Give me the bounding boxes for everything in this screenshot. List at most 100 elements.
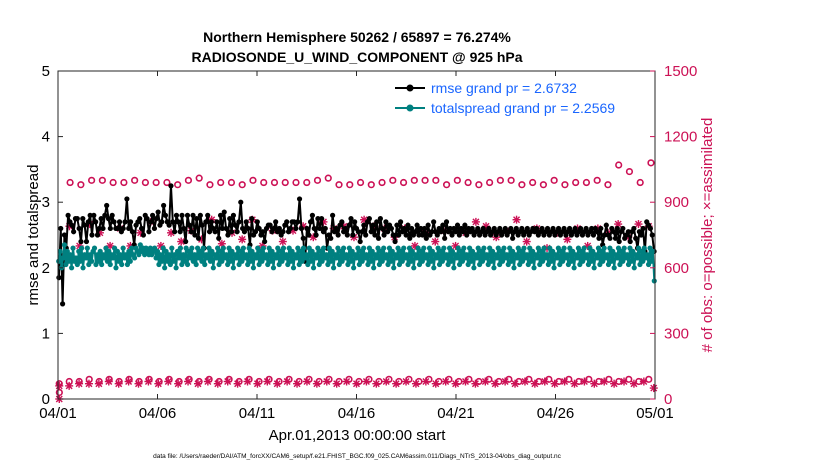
obs-assimilated-point [431, 379, 440, 388]
series-point-totalspread [404, 252, 410, 258]
series-point-rmse [120, 225, 126, 232]
series-point-rmse [140, 232, 147, 238]
series-point-rmse [409, 225, 415, 232]
y-tick-label-right: 1200 [664, 129, 697, 146]
series-point-rmse [254, 219, 260, 225]
series-point-totalspread [428, 258, 434, 264]
y-tick-label-right: 1500 [664, 63, 697, 80]
series-point-rmse [508, 225, 514, 232]
series-point-rmse [598, 225, 604, 232]
x-tick-label: 04/11 [239, 405, 275, 422]
series-point-rmse [614, 225, 620, 232]
series-point-rmse [199, 222, 205, 228]
series-point-rmse [491, 225, 497, 232]
series-point-rmse [137, 216, 143, 222]
series-point-totalspread [508, 258, 514, 264]
series-point-rmse [105, 216, 112, 222]
obs-assimilated-point [134, 379, 143, 388]
series-point-rmse [225, 232, 231, 238]
series-point-rmse [322, 225, 328, 232]
series-point-rmse [638, 232, 644, 238]
series-point-totalspread [644, 252, 650, 258]
series-point-rmse [309, 212, 316, 218]
series-point-rmse [151, 225, 158, 232]
series-point-rmse [363, 232, 369, 238]
series-point-totalspread [308, 258, 314, 264]
series-point-rmse [298, 225, 304, 232]
obs-possible-point [66, 178, 74, 187]
series-point-rmse [238, 199, 244, 205]
series-point-rmse [578, 225, 584, 232]
series-point-rmse [78, 238, 84, 245]
series-point-rmse [162, 212, 169, 218]
legend-rmse-label: rmse grand pr = 2.6732 [431, 80, 577, 96]
series-point-rmse [93, 219, 99, 225]
obs-assimilated-point [114, 379, 123, 388]
obs-possible-point [486, 178, 494, 187]
series-point-rmse [284, 219, 290, 225]
series-point-totalspread [381, 245, 387, 251]
series-point-rmse [172, 229, 178, 235]
series-point-rmse [420, 232, 426, 238]
series-point-totalspread [624, 252, 630, 258]
y-tick-label-right: 0 [664, 391, 672, 408]
series-point-rmse [138, 225, 145, 232]
series-point-totalspread [60, 255, 66, 261]
series-point-rmse [262, 238, 268, 245]
series-point-totalspread [471, 265, 477, 271]
series-point-rmse [434, 232, 440, 238]
series-point-totalspread [431, 265, 437, 271]
series-point-totalspread [230, 265, 236, 271]
obs-assimilated-point [372, 379, 381, 388]
obs-assimilated-point [421, 377, 430, 386]
series-point-totalspread [91, 245, 98, 251]
series-point-totalspread [207, 258, 214, 264]
series-point-totalspread [641, 245, 647, 251]
y-tick-label-left: 3 [42, 194, 50, 211]
obs-possible-point [217, 178, 225, 187]
series-point-totalspread [70, 245, 76, 251]
series-point-totalspread [611, 265, 617, 271]
series-point-rmse [214, 219, 220, 225]
y-tick-label-right: 900 [664, 194, 689, 211]
series-point-rmse [335, 232, 341, 238]
series-point-totalspread [233, 255, 239, 261]
obs-assimilated-point [620, 377, 629, 386]
axes-layer: 04/01 04/06 04/11 04/16 04/21 04/26 05/0101234… [39, 63, 697, 422]
series-point-totalspread [260, 245, 267, 251]
series-point-rmse [649, 232, 655, 238]
footer-data-file: data file: /Users/raeder/DAI/ATM_forcXX/… [153, 453, 562, 460]
series-point-rmse [418, 225, 424, 232]
series-point-totalspread [561, 245, 567, 251]
series-point-rmse [454, 222, 461, 228]
series-point-totalspread [247, 258, 254, 264]
series-point-totalspread [176, 255, 182, 261]
x-axis-label: Apr.01,2013 00:00:00 start [269, 427, 447, 444]
series-point-rmse [280, 229, 286, 235]
obs-assimilated-point [441, 377, 450, 386]
series-point-totalspread [601, 245, 607, 251]
obs-assimilated-point [283, 377, 292, 386]
obs-assimilated-point [481, 377, 490, 386]
series-point-rmse [443, 219, 450, 225]
obs-assimilated-point [530, 379, 539, 388]
series-point-totalspread [283, 252, 289, 258]
series-point-rmse [129, 229, 135, 235]
obs-possible-point [174, 181, 182, 189]
series-point-totalspread [648, 258, 655, 264]
series-point-rmse [146, 229, 152, 235]
series-point-rmse [379, 225, 385, 232]
series-point-rmse [223, 225, 229, 232]
series-point-rmse [407, 235, 413, 241]
series-point-totalspread [441, 245, 447, 251]
series-point-totalspread [173, 265, 179, 271]
series-point-rmse [293, 225, 299, 232]
obs-assimilated-point [55, 381, 64, 390]
series-point-rmse [401, 225, 407, 232]
series-point-totalspread [107, 261, 113, 268]
series-point-rmse [440, 222, 446, 228]
series-point-rmse [625, 229, 631, 235]
series-point-rmse [596, 235, 602, 241]
series-point-totalspread [184, 261, 191, 268]
obs-assimilated-point [124, 377, 133, 386]
